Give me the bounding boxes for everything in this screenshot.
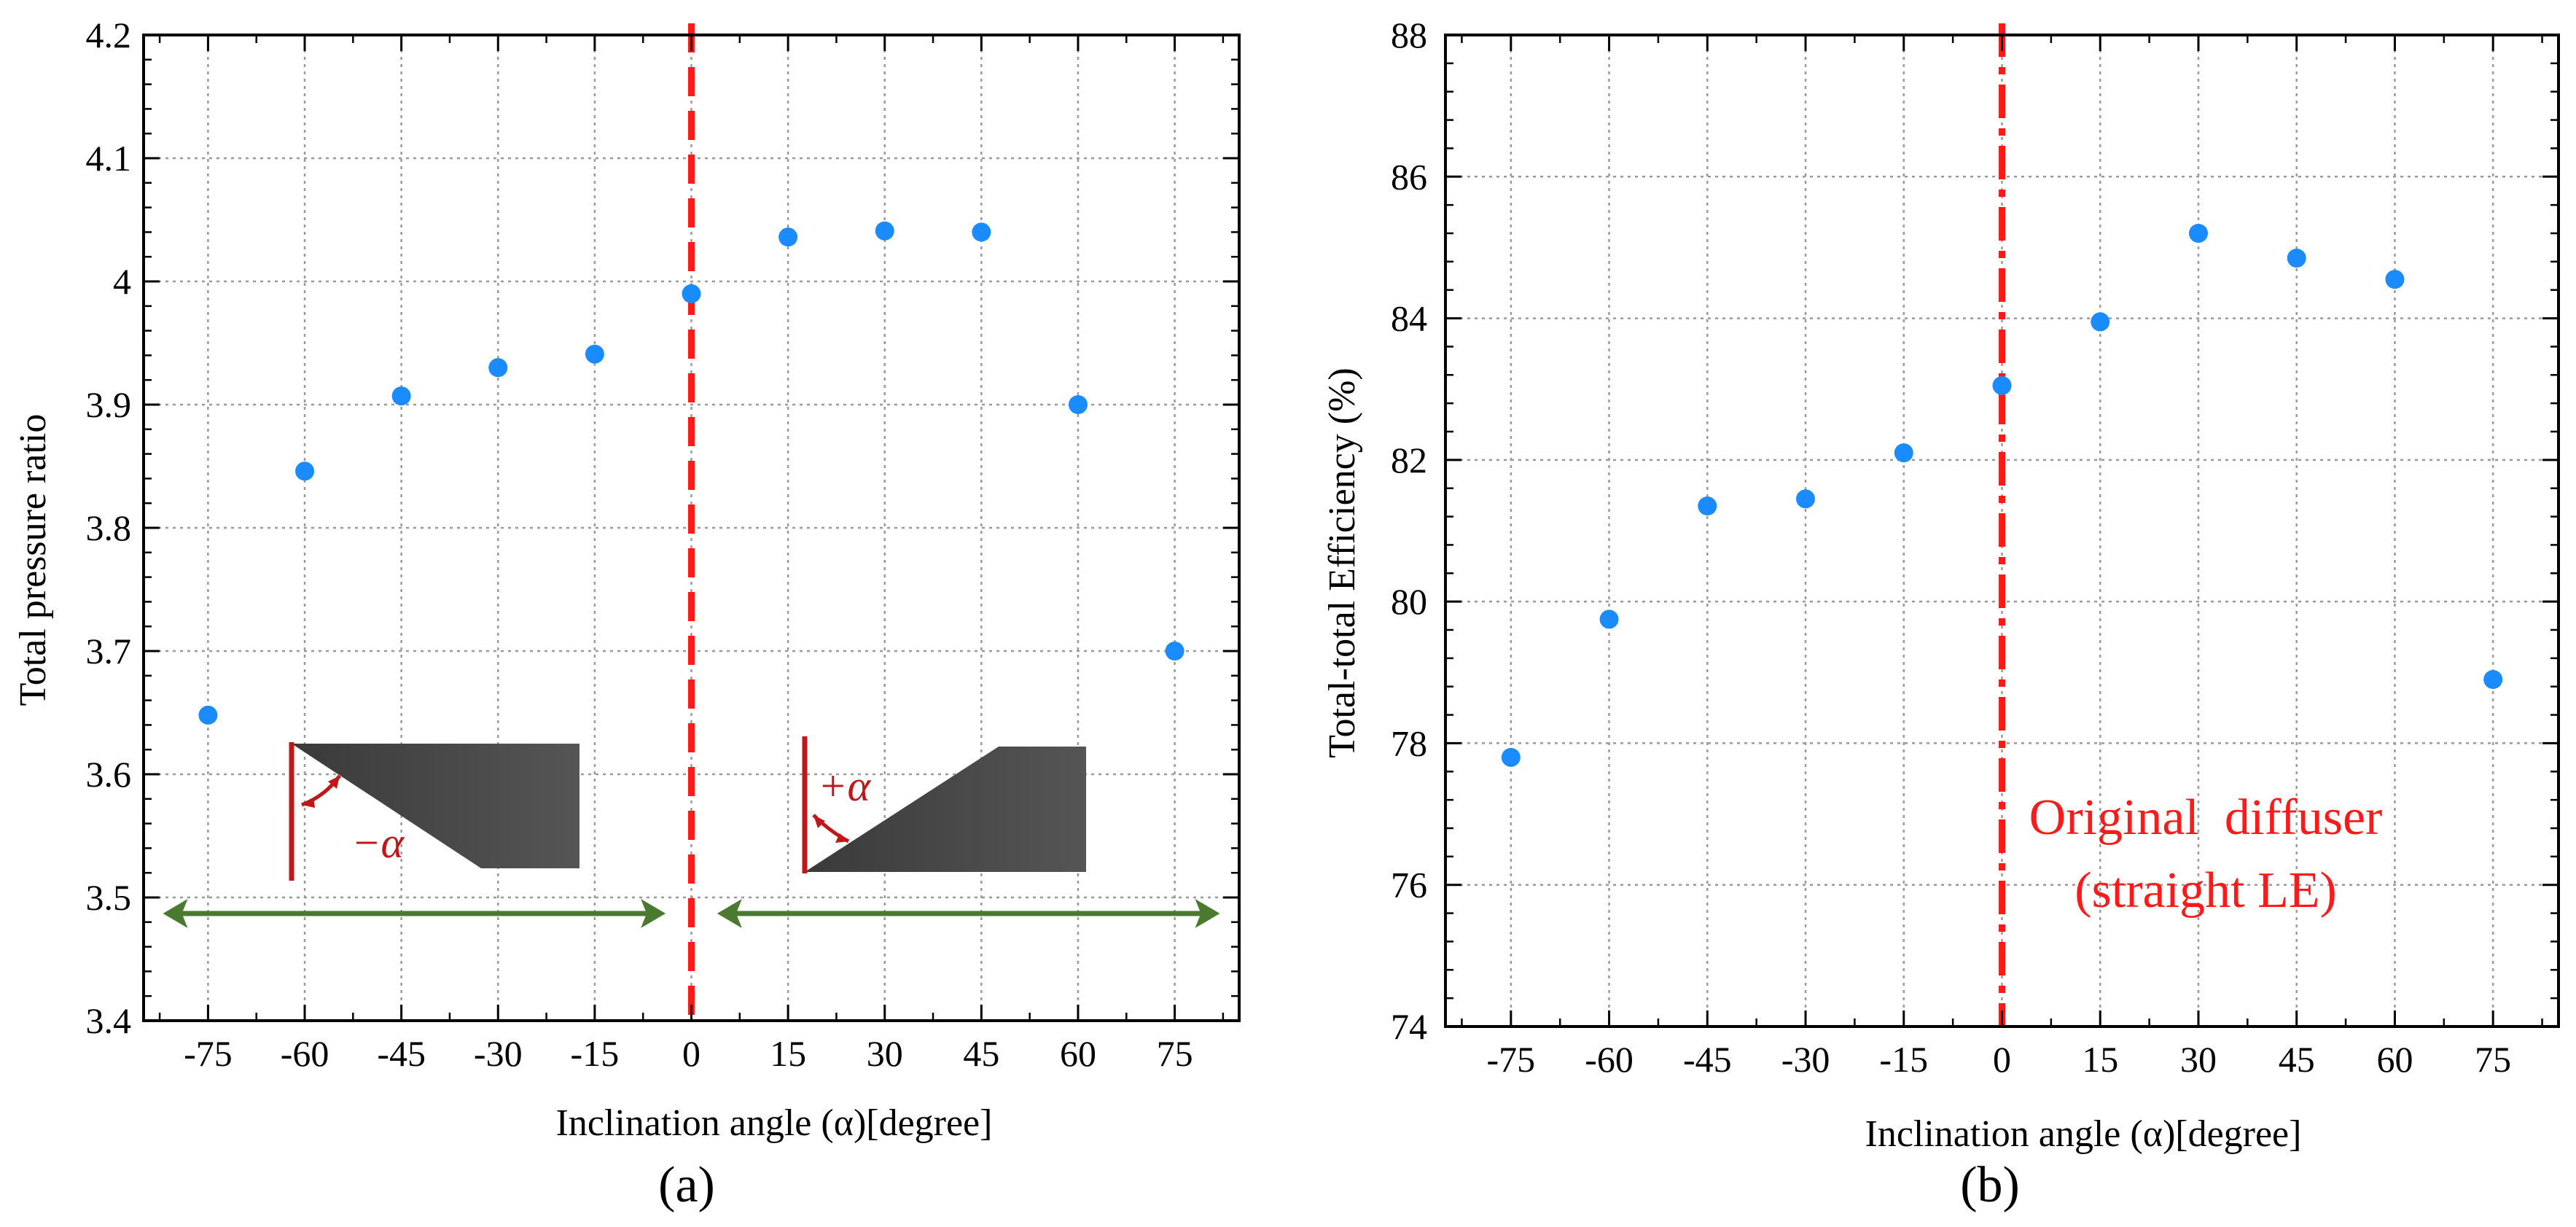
- panel-a-data-point: [1068, 395, 1088, 414]
- negative-blade-shape: [292, 744, 579, 868]
- panel-b-efficiency-chart: Original diffuser (straight LE) -75 -60 -4…: [1322, 15, 2560, 1213]
- panel-b-x-tick-label: -30: [1781, 1039, 1830, 1080]
- panel-a-x-tick-label: -15: [571, 1033, 620, 1074]
- panel-b-data-point: [2091, 312, 2110, 332]
- original-diffuser-annotation-line1: Original diffuser: [2029, 790, 2383, 846]
- panel-b-data-point: [2188, 224, 2208, 243]
- positive-alpha-label: +α: [818, 762, 871, 810]
- range-arrow-head-right: [1195, 898, 1220, 928]
- panel-b-y-tick-label: 78: [1391, 722, 1427, 763]
- panel-b-data-point: [1501, 747, 1521, 767]
- original-diffuser-annotation-line2: (straight LE): [2075, 862, 2337, 919]
- panel-b-y-tick-label: 84: [1391, 298, 1427, 339]
- panel-a-data-point: [391, 386, 411, 406]
- panel-b-y-axis-label: Total-total Efficiency (%): [1322, 367, 1363, 757]
- panel-b-data-point: [1698, 496, 1717, 515]
- panel-a-data-point: [875, 221, 894, 241]
- negative-alpha-blade-schematic: −α: [289, 742, 579, 881]
- panel-b-tick-labels: -75 -60 -45 -30 -15 0 15 30 45 60 75 74 76 78 80 82 84 86…: [1391, 15, 2511, 1080]
- panel-a-data-point: [198, 705, 218, 725]
- panel-a-y-tick-label: 3.6: [86, 754, 132, 795]
- panel-a-x-tick-label: -45: [377, 1033, 426, 1074]
- panel-a-x-tick-label: 60: [1060, 1033, 1096, 1074]
- panel-a-label: (a): [658, 1157, 715, 1213]
- panel-a-x-tick-label: 75: [1157, 1033, 1193, 1074]
- panel-a-data-point: [295, 461, 315, 481]
- panel-a-data-point: [972, 222, 991, 242]
- panel-b-label: (b): [1960, 1157, 2020, 1213]
- negative-alpha-label: −α: [351, 819, 405, 867]
- panel-a-data-point: [1165, 642, 1184, 661]
- panel-b-data-point: [2385, 270, 2405, 289]
- panel-b-data-point: [1992, 375, 2012, 395]
- range-arrow-head-right: [641, 898, 666, 928]
- panel-a-y-axis-label: Total pressure ratio: [12, 414, 54, 706]
- panel-b-y-tick-label: 86: [1391, 156, 1427, 197]
- panel-a-y-tick-label: 4: [113, 261, 131, 302]
- panel-a-x-axis-label: Inclination angle (α)[degree]: [556, 1102, 993, 1144]
- panel-a-data-points: [198, 221, 1184, 725]
- panel-b-x-tick-label: 30: [2180, 1039, 2217, 1080]
- panel-a-y-tick-label: 3.8: [86, 507, 132, 548]
- panel-b-x-tick-label: -75: [1486, 1039, 1535, 1080]
- panel-b-x-tick-label: 60: [2376, 1039, 2413, 1080]
- panel-a-x-tick-label: 0: [682, 1033, 700, 1074]
- panel-b-data-points: [1501, 224, 2503, 767]
- panel-b-x-tick-label: 0: [1993, 1039, 2011, 1080]
- panel-a-y-tick-label: 3.9: [86, 384, 132, 425]
- panel-a-data-point: [488, 358, 508, 378]
- panel-a-y-tick-label: 4.2: [86, 15, 132, 55]
- panel-a-range-arrows: [163, 898, 1220, 928]
- panel-a-data-point: [778, 227, 798, 247]
- panel-a-y-tick-label: 3.7: [86, 631, 132, 671]
- panel-a-y-tick-label: 3.4: [86, 1000, 132, 1041]
- panel-b-y-tick-label: 88: [1391, 15, 1427, 55]
- panel-b-ticks: [1445, 34, 2559, 1028]
- panel-a-x-tick-label: -30: [474, 1033, 523, 1074]
- panel-b-x-tick-label: -15: [1879, 1039, 1928, 1080]
- panel-b-y-tick-label: 74: [1391, 1006, 1427, 1047]
- panel-b-y-tick-label: 82: [1391, 440, 1427, 480]
- range-arrow-head-left: [163, 898, 188, 928]
- range-arrow-head-left: [717, 898, 742, 928]
- panel-b-x-tick-label: -60: [1585, 1039, 1634, 1080]
- panel-b-y-tick-label: 76: [1391, 865, 1427, 905]
- panel-b-data-point: [1599, 609, 1619, 629]
- panel-b-data-point: [1796, 489, 1816, 509]
- panel-b-x-tick-label: 45: [2279, 1039, 2315, 1080]
- panel-b-data-point: [2287, 249, 2306, 268]
- panel-b-x-tick-label: 75: [2475, 1039, 2511, 1080]
- panel-b-data-point: [1894, 443, 1913, 463]
- panel-a-y-tick-label: 3.5: [86, 877, 132, 918]
- panel-a-pressure-ratio-chart: −α +α -75 -60 -45 -30 -15 0 15 30 45 60 75 3.4 3.5 3.…: [12, 15, 1241, 1213]
- positive-alpha-blade-schematic: +α: [802, 736, 1086, 873]
- panel-a-ticks: [144, 34, 1239, 1022]
- panel-a-x-tick-label: 45: [963, 1033, 999, 1074]
- panel-a-y-tick-label: 4.1: [86, 138, 132, 179]
- panel-a-x-tick-label: 30: [867, 1033, 903, 1074]
- positive-blade-shape: [805, 747, 1086, 872]
- panel-a-tick-labels: -75 -60 -45 -30 -15 0 15 30 45 60 75 3.4 3.5 3.6 3.7 3.…: [86, 15, 1193, 1074]
- panel-a-data-point: [585, 344, 604, 364]
- panel-b-y-tick-label: 80: [1391, 581, 1427, 622]
- panel-a-x-tick-label: -75: [184, 1033, 233, 1074]
- panel-b-x-axis-label: Inclination angle (α)[degree]: [1865, 1113, 2302, 1155]
- panel-a-data-point: [682, 284, 701, 303]
- panel-b-x-tick-label: -45: [1683, 1039, 1732, 1080]
- panel-a-x-tick-label: -60: [281, 1033, 329, 1074]
- panel-b-x-tick-label: 15: [2082, 1039, 2118, 1080]
- panel-b-data-point: [2483, 670, 2503, 689]
- panel-a-x-tick-label: 15: [770, 1033, 806, 1074]
